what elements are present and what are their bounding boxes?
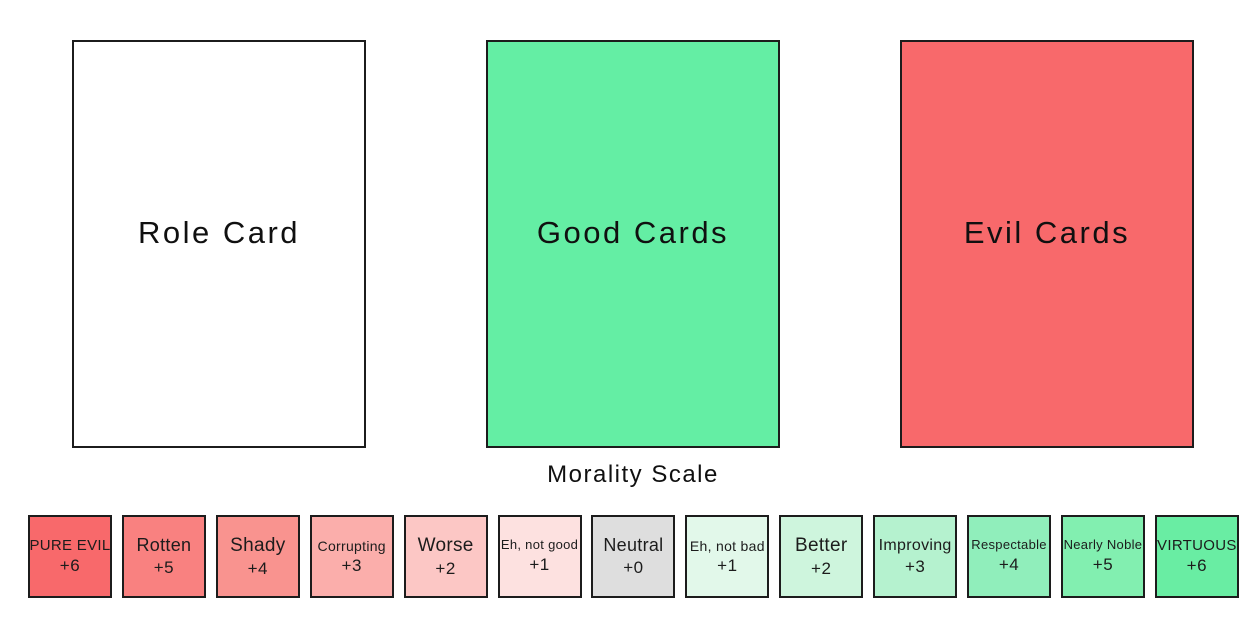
scale-step-value: +2: [435, 558, 456, 578]
role-card-label: Role Card: [137, 215, 301, 250]
scale-step-value: +6: [1186, 556, 1208, 576]
scale-step-improving[interactable]: Improving +3: [873, 515, 958, 598]
scale-step-value: +4: [247, 558, 268, 578]
scale-step-label: Eh, not bad: [689, 537, 765, 554]
good-cards-label: Good Cards: [536, 215, 730, 250]
role-card-pile[interactable]: Role Card: [72, 40, 366, 448]
scale-step-eh-not-bad[interactable]: Eh, not bad +1: [685, 515, 770, 598]
scale-step-worse[interactable]: Worse +2: [403, 515, 488, 598]
scale-step-label: PURE EVIL: [29, 537, 111, 555]
scale-step-value: +3: [904, 556, 926, 576]
scale-step-label: Respectable: [971, 537, 1047, 553]
scale-step-label: Better: [795, 534, 848, 556]
scale-step-label: Improving: [878, 536, 952, 554]
scale-step-value: +4: [998, 555, 1020, 575]
morality-scale-title: Morality Scale: [547, 461, 719, 488]
scale-step-value: +5: [1092, 555, 1114, 575]
scale-step-neutral[interactable]: Neutral +0: [591, 515, 676, 598]
scale-step-label: Neutral: [603, 535, 664, 556]
evil-cards-label: Evil Cards: [963, 215, 1131, 250]
scale-step-label: VIRTUOUS: [1157, 537, 1237, 555]
scale-step-label: Eh, not good: [500, 537, 579, 553]
scale-step-value: +6: [59, 556, 81, 576]
scale-step-shady[interactable]: Shady +4: [215, 515, 300, 598]
scale-step-eh-not-good[interactable]: Eh, not good +1: [497, 515, 582, 598]
scale-step-corrupting[interactable]: Corrupting +3: [309, 515, 394, 598]
scale-step-pure-evil[interactable]: PURE EVIL +6: [28, 515, 112, 598]
scale-step-rotten[interactable]: Rotten +5: [121, 515, 206, 598]
scale-step-label: Rotten: [136, 535, 192, 556]
scale-step-label: Shady: [230, 534, 286, 556]
morality-scale-track: PURE EVIL +6 Rotten +5 Shady +4 Corrupti…: [28, 515, 1239, 598]
scale-step-virtuous[interactable]: VIRTUOUS +6: [1154, 515, 1239, 598]
scale-step-value: +2: [811, 558, 832, 578]
good-cards-pile[interactable]: Good Cards: [486, 40, 780, 448]
scale-step-label: Corrupting: [317, 537, 386, 554]
scale-step-better[interactable]: Better +2: [779, 515, 864, 598]
scale-step-value: +1: [529, 555, 550, 575]
scale-step-label: Nearly Noble: [1063, 537, 1143, 553]
scale-step-label: Worse: [417, 534, 474, 556]
evil-cards-pile[interactable]: Evil Cards: [900, 40, 1194, 448]
scale-step-value: +3: [341, 555, 362, 575]
scale-step-respectable[interactable]: Respectable +4: [967, 515, 1052, 598]
scale-step-value: +0: [623, 558, 644, 578]
scale-step-value: +1: [717, 555, 738, 575]
scale-step-nearly-noble[interactable]: Nearly Noble +5: [1060, 515, 1145, 598]
scale-step-value: +5: [153, 558, 175, 578]
